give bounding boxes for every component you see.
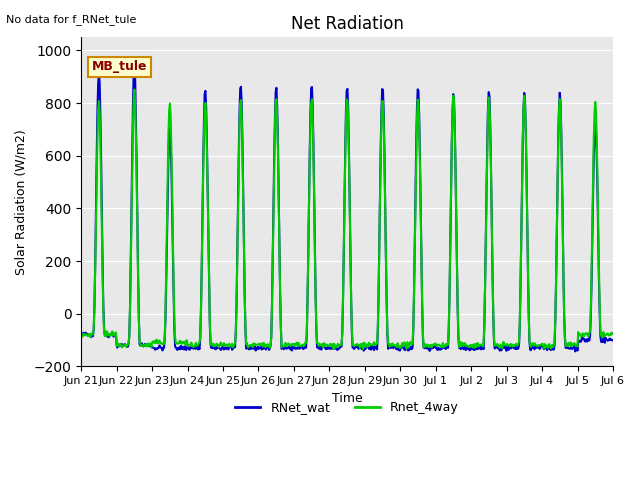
RNet_wat bbox=[225, 347, 232, 352]
Rnet_4way bbox=[143, 341, 150, 347]
RNet_wat bbox=[131, 63, 138, 69]
Text: No data for f_RNet_tule: No data for f_RNet_tule bbox=[6, 14, 137, 25]
RNet_wat bbox=[196, 335, 204, 341]
RNet_wat bbox=[428, 343, 436, 348]
RNet_wat bbox=[572, 348, 579, 354]
Rnet_4way bbox=[131, 87, 138, 93]
RNet_wat bbox=[412, 140, 420, 146]
Rnet_4way bbox=[413, 115, 421, 120]
RNet_wat bbox=[87, 335, 95, 340]
Rnet_4way bbox=[77, 332, 85, 337]
Rnet_4way bbox=[225, 342, 232, 348]
RNet_wat bbox=[77, 331, 85, 337]
RNet_wat bbox=[143, 343, 150, 349]
Line: Rnet_4way: Rnet_4way bbox=[81, 90, 613, 349]
Legend: RNet_wat, Rnet_4way: RNet_wat, Rnet_4way bbox=[230, 396, 464, 420]
Rnet_4way bbox=[359, 346, 367, 352]
Rnet_4way bbox=[609, 331, 617, 336]
RNet_wat bbox=[609, 337, 617, 343]
Text: MB_tule: MB_tule bbox=[92, 60, 147, 73]
Title: Net Radiation: Net Radiation bbox=[291, 15, 403, 33]
Y-axis label: Solar Radiation (W/m2): Solar Radiation (W/m2) bbox=[15, 129, 28, 275]
Rnet_4way bbox=[196, 335, 204, 341]
Rnet_4way bbox=[429, 342, 436, 348]
X-axis label: Time: Time bbox=[332, 392, 362, 405]
Line: RNet_wat: RNet_wat bbox=[81, 66, 613, 351]
Rnet_4way bbox=[87, 334, 95, 340]
